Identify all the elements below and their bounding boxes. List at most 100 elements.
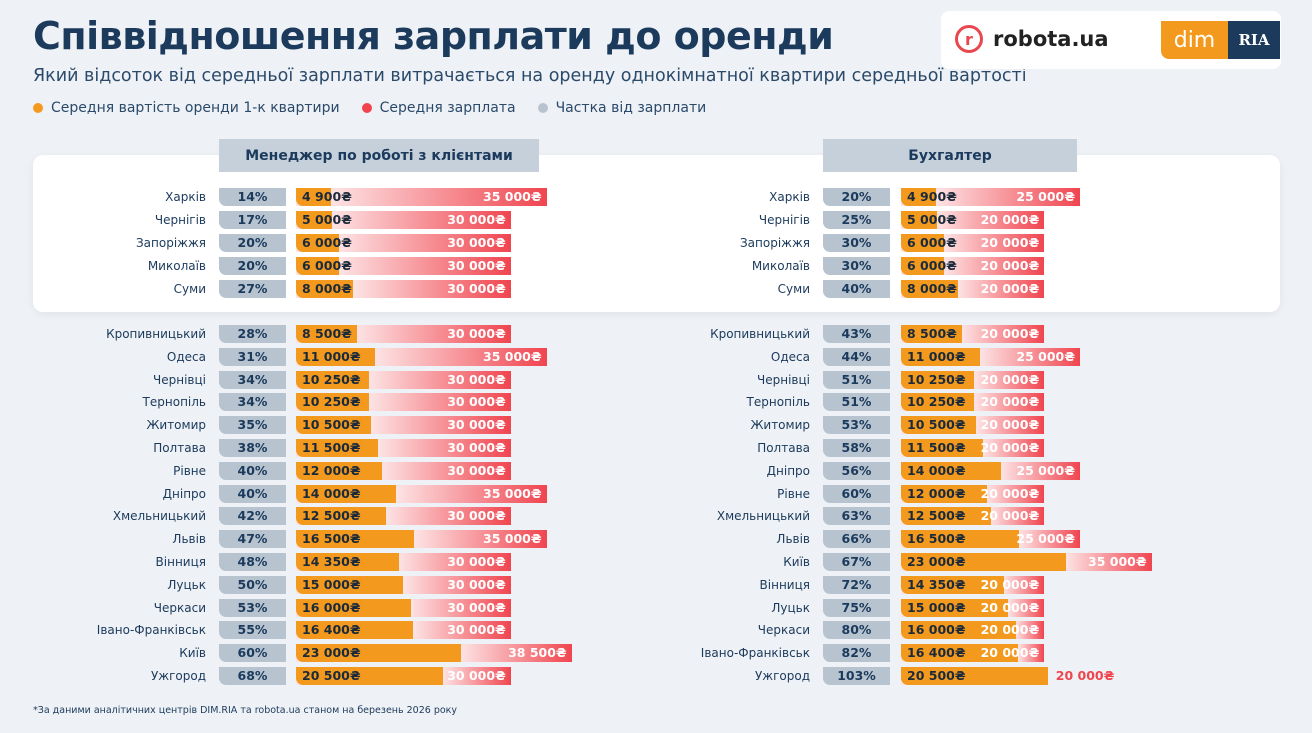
rent-bar (901, 280, 959, 298)
rent-bar (296, 507, 386, 526)
table-row: Чернігів 25% 5 000₴ 20 000₴ (0, 211, 1312, 229)
rent-bar (296, 211, 332, 229)
city-label: Вінниця (155, 555, 206, 569)
share-value: 27% (219, 280, 286, 298)
rent-label: 15 000₴ (302, 576, 361, 592)
share-value: 30% (823, 234, 890, 252)
rent-label: 23 000₴ (907, 554, 966, 569)
rent-label: 10 500₴ (302, 417, 361, 433)
salary-label: 25 000₴ (1016, 462, 1075, 478)
rent-bar (296, 325, 357, 343)
city-label: Харків (165, 190, 206, 204)
rent-bar (901, 507, 991, 526)
rent-label: 8 500₴ (302, 326, 352, 341)
share-value: 34% (219, 393, 286, 412)
rent-label: 16 000₴ (302, 599, 361, 615)
salary-label: 30 000₴ (447, 599, 506, 615)
salary-label: 30 000₴ (447, 462, 506, 478)
rent-bar (296, 393, 370, 412)
table-row: Київ 67% 23 000₴ 35 000₴ (0, 553, 1312, 571)
share-value: 35% (219, 416, 286, 435)
salary-label: 35 000₴ (483, 485, 542, 501)
rent-label: 8 000₴ (907, 281, 957, 296)
rent-label: 12 000₴ (302, 462, 361, 478)
rent-bar (901, 461, 1002, 480)
share-value: 72% (823, 575, 890, 594)
rent-bar (901, 325, 962, 343)
city-label: Львів (172, 532, 206, 547)
city-label: Запоріжжя (135, 236, 206, 250)
salary-label: 20 000₴ (980, 258, 1040, 273)
salary-label: 20 000₴ (1055, 668, 1115, 683)
panel-header-accountant: Бухгалтер (823, 139, 1077, 172)
table-row: Полтава 58% 11 500₴ 20 000₴ (0, 439, 1312, 457)
salary-label: 30 000₴ (447, 281, 506, 296)
table-row: Черкаси 80% 16 000₴ 20 000₴ (0, 621, 1312, 640)
robota-logo-text: robota.ua (993, 27, 1109, 51)
rent-label: 5 000₴ (302, 212, 352, 227)
table-row: Львів 47% 16 500₴ 35 000₴ (0, 530, 1312, 549)
salary-bar (296, 211, 511, 229)
share-value: 31% (219, 347, 286, 366)
rent-bar (901, 370, 975, 389)
rent-label: 4 900₴ (907, 189, 957, 204)
city-label: Запоріжжя (739, 236, 810, 250)
share-value: 50% (219, 575, 286, 594)
share-value: 55% (219, 621, 286, 640)
legend-item-salary: Середня зарплата (361, 100, 516, 116)
city-label: Миколаїв (147, 259, 206, 273)
table-row: Рівне 60% 12 000₴ 20 000₴ (0, 484, 1312, 503)
salary-label: 20 000₴ (980, 645, 1040, 661)
salary-label: 35 000₴ (483, 189, 542, 204)
share-value: 40% (219, 484, 286, 503)
salary-label: 20 000₴ (980, 212, 1040, 227)
rent-label: 16 400₴ (907, 645, 966, 661)
rent-bar (901, 393, 975, 412)
salary-label: 30 000₴ (447, 508, 506, 524)
rent-label: 15 000₴ (907, 599, 966, 615)
rent-bar (296, 234, 339, 252)
salary-bar (901, 188, 1080, 206)
city-label: Харків (769, 190, 810, 204)
table-row: Житомир 53% 10 500₴ 20 000₴ (0, 416, 1312, 435)
salary-label: 38 500₴ (508, 645, 567, 661)
city-label: Львів (776, 532, 810, 547)
table-row: Одеса 44% 11 000₴ 25 000₴ (0, 347, 1312, 366)
city-label: Дніпро (162, 486, 206, 501)
table-row: Одеса 31% 11 000₴ 35 000₴ (0, 347, 1312, 366)
city-label: Полтава (757, 441, 810, 455)
robota-r-icon: r (955, 25, 983, 53)
salary-bar (296, 234, 511, 252)
rent-label: 8 500₴ (907, 326, 957, 341)
share-value: 53% (823, 416, 890, 435)
city-label: Київ (179, 646, 206, 661)
rent-bar (296, 598, 411, 617)
footnote: *За даними аналітичних центрів DIM.RIA т… (33, 705, 458, 716)
table-row: Ужгород 68% 20 500₴ 30 000₴ (0, 667, 1312, 685)
city-label: Одеса (166, 349, 206, 364)
city-label: Хмельницький (716, 509, 810, 524)
table-row: Івано-Франківськ 55% 16 400₴ 30 000₴ (0, 621, 1312, 640)
table-row: Львів 66% 16 500₴ 25 000₴ (0, 530, 1312, 549)
rent-label: 20 500₴ (907, 668, 966, 683)
share-value: 38% (219, 439, 286, 457)
legend-label: Середня вартість оренди 1-к квартири (51, 100, 340, 116)
share-value: 60% (823, 484, 890, 503)
salary-label: 20 000₴ (980, 235, 1040, 250)
table-row: Тернопіль 51% 10 250₴ 20 000₴ (0, 393, 1312, 412)
share-value: 20% (219, 234, 286, 252)
salary-label: 30 000₴ (447, 440, 506, 455)
share-value: 30% (823, 257, 890, 275)
legend-label: Частка від зарплати (555, 100, 707, 116)
table-row: Хмельницький 42% 12 500₴ 30 000₴ (0, 507, 1312, 526)
rent-bar (296, 188, 332, 206)
table-row: Ужгород 103% 20 500₴ 20 000₴ (0, 667, 1312, 685)
salary-bar (901, 211, 1045, 229)
salary-label: 25 000₴ (1016, 348, 1075, 364)
share-value: 20% (219, 257, 286, 275)
share-value: 58% (823, 439, 890, 457)
rent-label: 5 000₴ (907, 212, 957, 227)
rent-bar (901, 484, 987, 503)
share-value: 53% (219, 598, 286, 617)
salary-label: 30 000₴ (447, 258, 506, 273)
